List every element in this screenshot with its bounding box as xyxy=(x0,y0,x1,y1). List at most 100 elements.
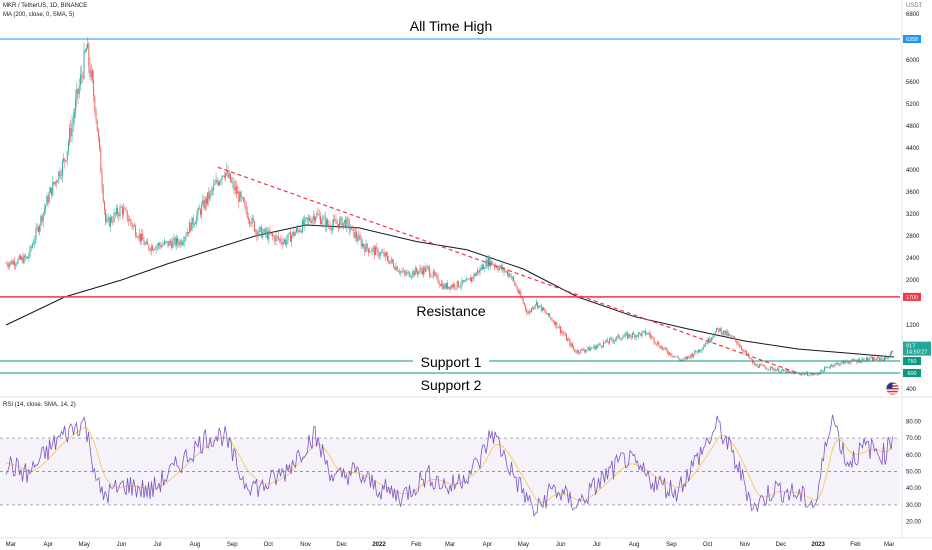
x-tick-label: Sep xyxy=(666,542,677,548)
candle xyxy=(469,278,471,282)
candle xyxy=(666,349,668,353)
candle xyxy=(773,369,775,371)
candle xyxy=(408,271,410,277)
rsi-tick-label: 60.00 xyxy=(906,453,922,459)
candle xyxy=(51,187,53,196)
candle xyxy=(557,327,559,329)
candle xyxy=(141,233,143,241)
candle xyxy=(460,285,462,287)
candle xyxy=(168,241,170,246)
candle xyxy=(41,216,43,222)
candle xyxy=(385,252,387,256)
candle xyxy=(294,232,296,236)
level-price-label: 1700 xyxy=(906,295,918,301)
candle xyxy=(641,331,643,336)
candle xyxy=(173,237,175,241)
candle xyxy=(10,260,12,264)
candle xyxy=(257,232,259,237)
candle xyxy=(616,336,618,340)
candle xyxy=(735,337,737,341)
y-tick-label: 2400 xyxy=(906,256,920,262)
candle xyxy=(486,260,488,267)
candle xyxy=(576,350,578,353)
candle xyxy=(570,343,572,346)
us-flag-icon[interactable] xyxy=(884,382,901,395)
candle xyxy=(713,336,715,338)
candle xyxy=(550,317,552,319)
candle xyxy=(611,338,613,341)
candle xyxy=(887,357,889,359)
candle xyxy=(311,218,313,223)
candle xyxy=(253,221,255,232)
candle xyxy=(475,273,477,276)
candle xyxy=(55,181,57,183)
candle xyxy=(529,311,531,312)
candle xyxy=(378,255,380,257)
candle xyxy=(683,358,685,360)
candle xyxy=(412,271,414,276)
x-tick-label: Feb xyxy=(850,542,861,548)
candle xyxy=(853,359,855,361)
candle xyxy=(881,358,883,360)
candle xyxy=(437,275,439,283)
candle xyxy=(107,217,109,220)
candle xyxy=(42,212,44,222)
candle xyxy=(370,251,372,253)
y-tick-label: 5200 xyxy=(906,102,920,108)
rsi-legend[interactable]: RSI (14, close, SMA, 14, 2) xyxy=(3,402,76,408)
candle xyxy=(319,215,321,224)
ma-legend[interactable]: MA (200, close, 0, SMA, 5) xyxy=(3,12,75,18)
candle xyxy=(221,175,223,181)
candle xyxy=(231,181,233,183)
x-tick-label: Mar xyxy=(884,542,894,548)
candle xyxy=(101,172,103,188)
candle xyxy=(598,343,600,346)
candle xyxy=(604,342,606,343)
candle xyxy=(229,173,231,182)
candle xyxy=(138,233,140,239)
candle xyxy=(695,350,697,353)
candle xyxy=(561,331,563,333)
candle xyxy=(472,277,474,279)
candle xyxy=(761,364,763,366)
candle xyxy=(220,180,222,182)
candle xyxy=(34,239,36,244)
candle xyxy=(425,266,427,272)
candle xyxy=(727,333,729,336)
candle xyxy=(888,356,890,358)
candle xyxy=(349,229,351,231)
candle xyxy=(394,267,396,270)
candle xyxy=(262,232,264,238)
candle xyxy=(367,248,369,253)
candle xyxy=(595,346,597,350)
candle xyxy=(630,336,632,338)
candle xyxy=(18,255,20,259)
candle xyxy=(696,352,698,353)
candle xyxy=(521,297,523,300)
candle xyxy=(807,372,809,376)
currency-label: USDT xyxy=(906,3,923,9)
candle xyxy=(717,328,719,329)
candle xyxy=(321,222,323,224)
candle xyxy=(345,220,347,228)
candle xyxy=(12,261,14,265)
candle xyxy=(738,344,740,347)
candle xyxy=(213,185,215,190)
candle xyxy=(601,346,603,348)
candle xyxy=(283,239,285,242)
symbol-legend[interactable]: MKR / TetherUS, 1D, BINANCE xyxy=(3,3,88,9)
candle xyxy=(119,207,121,217)
candle xyxy=(172,240,174,248)
candle xyxy=(687,356,689,359)
candle xyxy=(145,241,147,244)
candle xyxy=(783,369,785,372)
x-tick-label: 2023 xyxy=(812,542,826,548)
candle xyxy=(609,338,611,343)
candle xyxy=(250,223,252,225)
candle xyxy=(684,357,686,359)
candle xyxy=(366,243,368,249)
candle xyxy=(862,358,864,360)
candle xyxy=(183,241,185,243)
level-price-tag xyxy=(903,369,921,377)
candle xyxy=(223,176,225,178)
